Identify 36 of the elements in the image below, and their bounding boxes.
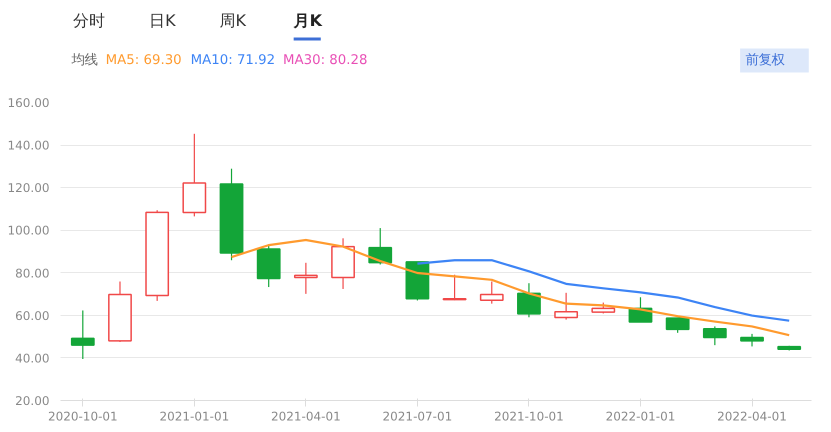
text: 分时 bbox=[73, 11, 106, 30]
y-tick-label: 100.00 bbox=[8, 224, 50, 238]
text: 日K bbox=[149, 11, 176, 30]
x-tick-label: 2021-01-01 bbox=[159, 410, 230, 424]
x-tick-label: 2021-07-01 bbox=[382, 410, 452, 424]
candlestick bbox=[442, 274, 466, 301]
y-tick-label: 60.00 bbox=[15, 308, 50, 323]
y-tick-label: 140.00 bbox=[8, 138, 50, 153]
y-tick-label: 20.00 bbox=[15, 394, 50, 408]
text: 周K bbox=[220, 11, 247, 30]
x-tick-label: 2021-04-01 bbox=[271, 410, 341, 424]
candlestick bbox=[517, 282, 541, 318]
y-tick-label: 80.00 bbox=[15, 266, 50, 280]
line-series bbox=[230, 238, 790, 336]
text: 月K bbox=[292, 11, 323, 30]
candlestick bbox=[294, 262, 318, 294]
candlestick bbox=[480, 280, 504, 304]
x-tick-label: 2020-10-01 bbox=[48, 410, 118, 424]
text: 均线 bbox=[70, 53, 98, 68]
x-tick-label: 2021-10-01 bbox=[494, 410, 564, 424]
text: MA30: 80.28 bbox=[283, 53, 368, 68]
text: MA10: 71.92 bbox=[190, 53, 276, 68]
x-tick-label: 2022-01-01 bbox=[606, 410, 676, 424]
y-tick-label: 160.00 bbox=[8, 96, 50, 110]
line-series bbox=[416, 259, 790, 322]
candlestick bbox=[702, 326, 727, 346]
candlestick bbox=[591, 302, 616, 314]
text: 前复权 bbox=[746, 53, 785, 68]
candlestick bbox=[70, 310, 95, 360]
candlestick bbox=[740, 333, 764, 348]
candlestick bbox=[666, 317, 690, 334]
text: MA5: 69.30 bbox=[106, 53, 182, 68]
x-tick-label: 2022-04-01 bbox=[717, 410, 787, 424]
candlestick bbox=[554, 292, 578, 320]
y-tick-label: 40.00 bbox=[15, 351, 50, 366]
y-tick-label: 120.00 bbox=[8, 181, 50, 196]
